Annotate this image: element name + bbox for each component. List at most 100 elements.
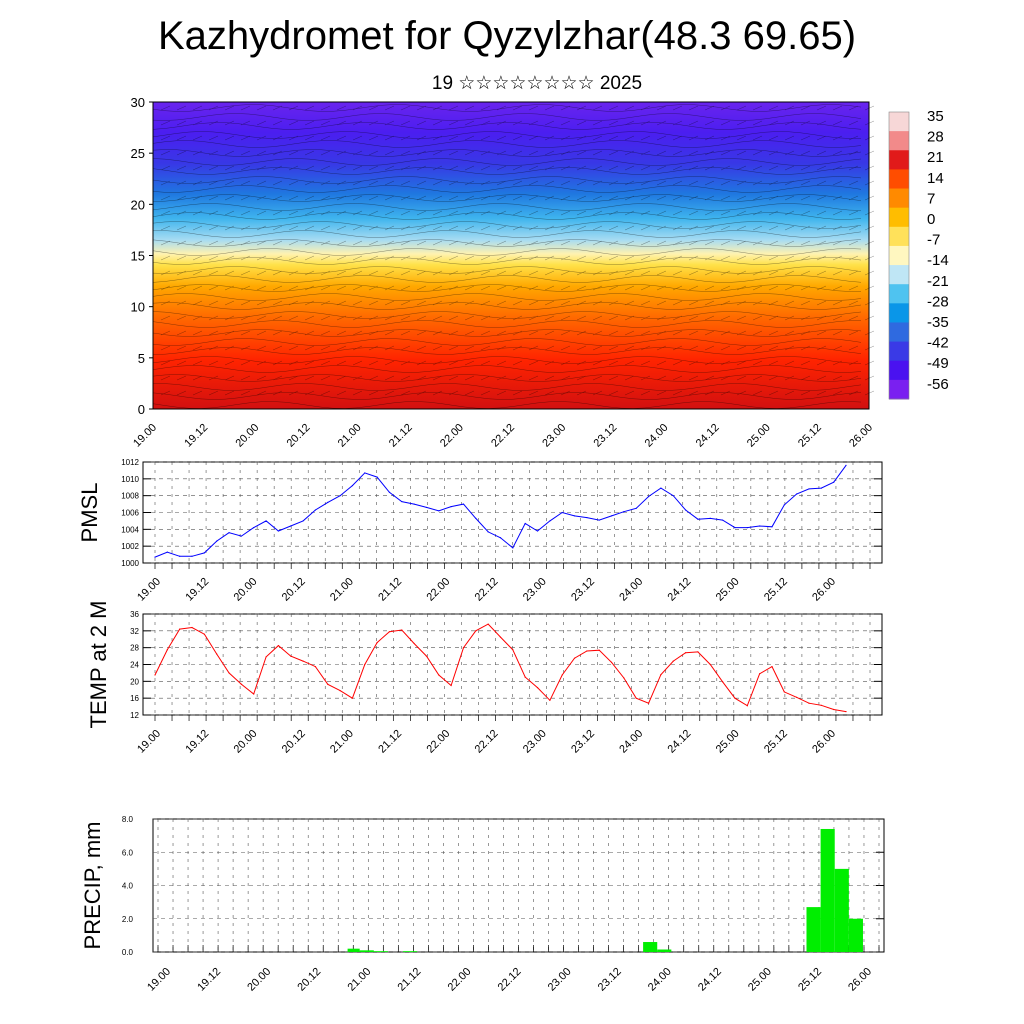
wind-barb — [176, 315, 187, 321]
wind-barb — [784, 390, 795, 396]
wind-barb — [496, 150, 507, 156]
colorbar-label: 0 — [927, 211, 935, 228]
precip-xtick-label: 23.00 — [546, 966, 574, 994]
wind-barb — [672, 210, 683, 216]
wind-barb — [800, 225, 811, 231]
wind-barb — [640, 300, 651, 306]
wind-barb — [256, 315, 267, 321]
colorbar-label: -14 — [927, 252, 949, 269]
wind-barb — [288, 375, 299, 381]
wind-barb — [720, 120, 731, 126]
wind-barb — [384, 165, 395, 171]
wind-barb — [704, 270, 715, 276]
wind-barb — [272, 300, 283, 306]
wind-barb — [416, 360, 427, 366]
wind-barb — [320, 195, 331, 201]
wind-barb — [544, 315, 555, 321]
pmsl-xtick-label: 25.12 — [762, 576, 790, 604]
temp-xtick-label: 19.00 — [135, 728, 163, 756]
wind-barb — [336, 135, 347, 141]
wind-barb — [784, 150, 795, 156]
wind-barb — [368, 120, 379, 126]
wind-barb — [256, 300, 267, 306]
wind-barb — [592, 150, 603, 156]
wind-barb — [672, 105, 683, 111]
wind-barb — [608, 120, 619, 126]
wind-barb — [640, 135, 651, 141]
wind-barb — [768, 120, 779, 126]
heatmap-ytick-label: 10 — [131, 300, 145, 315]
wind-barb — [720, 225, 731, 231]
colorbar-swatch — [889, 379, 909, 400]
wind-barb — [288, 315, 299, 321]
colorbar-swatch — [889, 265, 909, 285]
wind-barb — [160, 255, 171, 261]
wind-barb — [240, 360, 251, 366]
wind-barb — [432, 225, 443, 231]
temp-point — [771, 666, 773, 668]
wind-barb — [416, 210, 427, 216]
wind-barb — [512, 300, 523, 306]
temp-point — [709, 663, 711, 666]
wind-barb — [176, 225, 187, 231]
wind-barb — [304, 165, 315, 171]
colorbar-swatch — [889, 207, 909, 228]
wind-barb — [544, 270, 555, 276]
wind-barb — [768, 195, 779, 201]
wind-barb — [688, 330, 699, 336]
wind-barb — [816, 330, 827, 336]
pmsl-point — [820, 487, 822, 489]
heatmap-contour-line — [152, 356, 862, 364]
wind-barb — [704, 375, 715, 381]
wind-barb — [336, 270, 347, 276]
wind-barb — [320, 240, 331, 246]
wind-barb — [768, 225, 779, 231]
wind-barb — [192, 270, 203, 276]
wind-barb — [224, 375, 235, 381]
wind-barb — [640, 360, 651, 366]
wind-barb — [352, 360, 363, 366]
wind-barb — [816, 165, 827, 171]
wind-barb — [736, 285, 747, 291]
wind-barb — [672, 225, 683, 231]
wind-barb — [608, 315, 619, 321]
wind-barb — [192, 210, 203, 216]
wind-barb — [272, 390, 283, 396]
wind-barb — [624, 210, 635, 216]
wind-barb — [272, 120, 283, 126]
colorbar-swatch — [889, 245, 909, 266]
wind-barb — [240, 330, 251, 336]
wind-barb — [768, 165, 779, 171]
heatmap-contour-line — [152, 374, 862, 382]
wind-barb — [736, 375, 747, 381]
temp-xtick-label: 20.12 — [280, 728, 308, 756]
wind-barb — [560, 390, 571, 396]
wind-barb — [592, 330, 603, 336]
temp-xtick-label: 25.12 — [762, 728, 790, 756]
wind-barb — [624, 255, 635, 261]
wind-barb — [192, 285, 203, 291]
wind-barb — [320, 210, 331, 216]
wind-barb — [656, 210, 667, 216]
heatmap-contour-line — [152, 221, 862, 229]
wind-barb — [496, 240, 507, 246]
wind-barb — [272, 315, 283, 321]
wind-barb — [432, 330, 443, 336]
wind-barb — [464, 390, 475, 396]
wind-barb — [480, 225, 491, 231]
wind-barb — [720, 390, 731, 396]
wind-barb — [816, 195, 827, 201]
wind-barb — [608, 135, 619, 141]
wind-barb — [160, 105, 171, 111]
wind-barb — [432, 135, 443, 141]
wind-barb — [624, 375, 635, 381]
wind-barb — [288, 120, 299, 126]
wind-barb — [528, 150, 539, 156]
wind-barb — [672, 390, 683, 396]
wind-barb — [832, 150, 843, 156]
heatmap-xtick-label: 24.12 — [694, 422, 722, 450]
heatmap-contour-line — [152, 230, 862, 238]
wind-barb — [720, 105, 731, 111]
wind-barb — [400, 345, 411, 351]
wind-barb — [624, 135, 635, 141]
